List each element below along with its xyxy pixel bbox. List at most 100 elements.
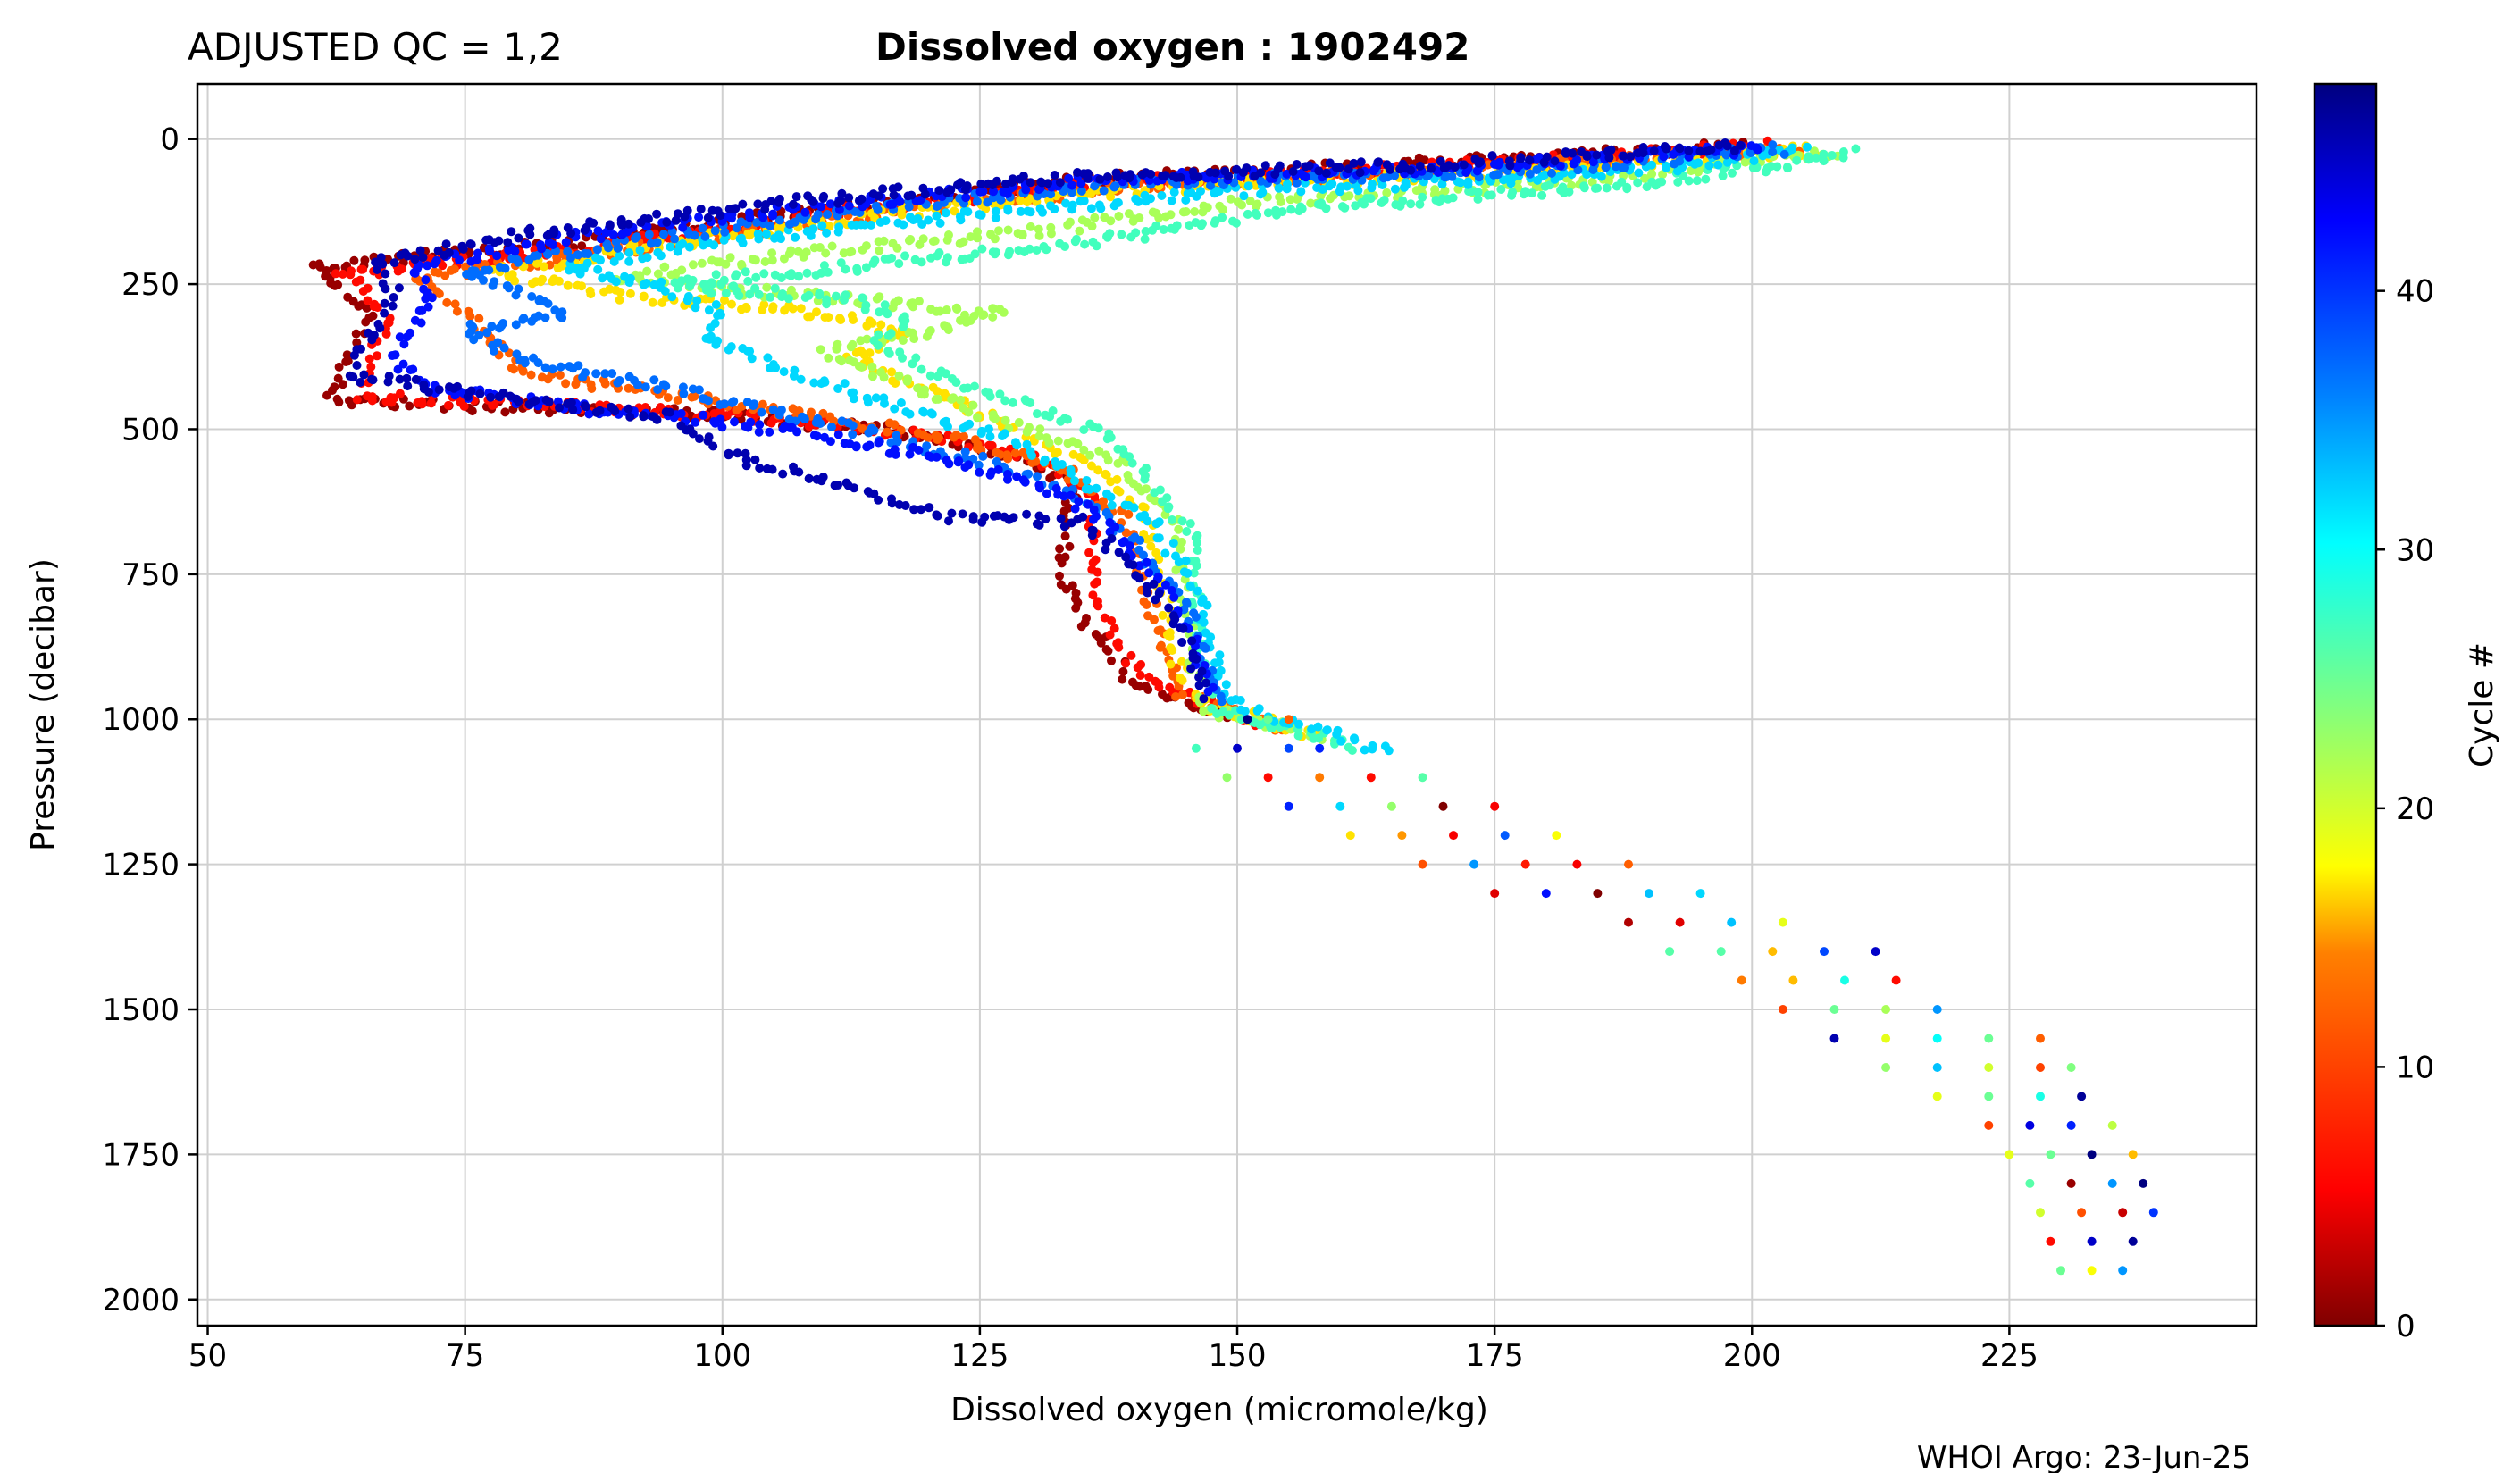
deep-data-point (1932, 1092, 1942, 1101)
data-point-cycle-46 (1131, 571, 1141, 581)
data-point-cycle-17 (553, 264, 563, 273)
data-point-cycle-46 (844, 193, 854, 203)
data-point-cycle-46 (356, 378, 365, 387)
data-point-cycle-22 (868, 372, 877, 381)
data-point-cycle-27 (1141, 227, 1151, 236)
data-point-cycle-42 (1084, 499, 1093, 509)
data-point-cycle-22 (1013, 229, 1023, 239)
data-point-cycle-27 (1431, 196, 1441, 205)
data-point-cycle-22 (1034, 431, 1044, 441)
deep-data-point (1788, 975, 1798, 985)
deep-data-point (1871, 947, 1880, 957)
data-point-cycle-22 (988, 312, 998, 322)
data-point-cycle-32 (893, 218, 903, 228)
data-point-cycle-32 (1239, 191, 1249, 201)
data-point-cycle-22 (922, 331, 932, 341)
data-point-cycle-46 (1187, 636, 1197, 646)
data-point-cycle-46 (918, 183, 928, 193)
colorbar-ticks: 0 10 20 30 40 (2376, 274, 2434, 1344)
data-point-cycle-46 (778, 469, 788, 479)
data-point-cycle-37 (543, 249, 553, 259)
data-point-cycle-1 (360, 255, 370, 265)
deep-data-point (1778, 1005, 1787, 1014)
data-point-cycle-42 (402, 332, 412, 341)
deep-data-point (2077, 1208, 2087, 1218)
data-point-cycle-46 (605, 221, 615, 230)
data-point-cycle-32 (706, 323, 716, 333)
data-point-cycle-42 (800, 207, 810, 217)
deep-data-point (2066, 1063, 2076, 1072)
data-point-cycle-6 (1084, 548, 1094, 557)
data-point-cycle-32 (1022, 439, 1032, 449)
data-point-cycle-27 (1537, 190, 1547, 200)
data-point-cycle-27 (1528, 188, 1536, 198)
data-point-cycle-37 (827, 423, 836, 431)
data-point-cycle-32 (1214, 657, 1224, 667)
data-point-cycle-46 (976, 179, 986, 188)
data-point-cycle-46 (1638, 143, 1648, 152)
data-point-cycle-46 (396, 250, 406, 260)
deep-data-point (1449, 831, 1458, 841)
data-point-cycle-22 (1114, 212, 1124, 221)
data-point-cycle-27 (852, 266, 862, 276)
data-point-cycle-42 (1064, 173, 1074, 183)
deep-data-point (2128, 1150, 2138, 1159)
data-point-cycle-27 (861, 263, 871, 272)
data-point-cycle-22 (908, 302, 918, 312)
data-point-cycle-42 (1142, 557, 1151, 567)
data-point-cycle-22 (1100, 213, 1109, 222)
data-point-cycle-27 (1263, 208, 1273, 218)
data-point-cycle-32 (1282, 184, 1292, 194)
colorbar-tick-label-2: 20 (2396, 791, 2434, 827)
data-point-cycle-37 (1618, 163, 1628, 172)
deep-data-point (2077, 1092, 2087, 1101)
data-point-cycle-17 (540, 262, 548, 272)
x-axis-ticks: 50 75 100 125 150 175 200 225 (188, 1326, 2039, 1374)
data-point-cycle-17 (536, 277, 546, 287)
data-point-cycle-22 (919, 389, 929, 399)
data-point-cycle-27 (1117, 230, 1126, 239)
data-point-cycle-46 (869, 489, 879, 498)
data-point-cycle-46 (1516, 154, 1526, 163)
data-point-cycle-37 (1383, 172, 1393, 182)
colorbar (2313, 82, 2378, 1327)
data-point-cycle-27 (1224, 710, 1234, 720)
data-point-cycle-32 (880, 398, 889, 408)
deep-data-point (1984, 1120, 1994, 1130)
data-point-cycle-37 (1201, 643, 1210, 653)
data-point-cycle-27 (841, 264, 850, 274)
data-point-cycle-46 (410, 255, 420, 264)
deep-data-point (1768, 947, 1778, 957)
data-point-cycle-42 (421, 294, 431, 304)
data-point-cycle-46 (514, 233, 523, 243)
data-point-cycle-1 (322, 390, 331, 400)
data-point-cycle-27 (1055, 239, 1065, 248)
data-point-cycle-22 (1034, 224, 1043, 234)
data-point-cycle-46 (968, 515, 978, 524)
data-point-cycle-22 (979, 310, 989, 320)
data-point-cycle-37 (768, 405, 778, 414)
data-point-cycle-42 (1669, 149, 1679, 159)
data-point-cycle-46 (868, 189, 878, 199)
data-point-cycle-27 (1192, 538, 1201, 548)
data-point-cycle-32 (763, 353, 773, 363)
data-point-cycle-27 (883, 331, 893, 340)
data-point-cycle-37 (659, 230, 668, 239)
data-point-cycle-12 (1178, 690, 1187, 699)
data-point-cycle-32 (1221, 680, 1231, 690)
data-point-cycle-22 (989, 410, 998, 420)
data-point-cycle-37 (774, 410, 784, 420)
data-point-cycle-22 (944, 230, 953, 239)
data-point-cycle-27 (840, 295, 849, 305)
data-point-cycle-46 (389, 258, 399, 268)
data-point-cycle-37 (978, 451, 988, 461)
data-point-cycle-42 (1588, 157, 1598, 167)
data-point-cycle-46 (512, 394, 522, 404)
data-point-cycle-46 (1137, 170, 1147, 180)
data-point-cycle-46 (1107, 534, 1117, 543)
data-point-cycle-32 (1000, 429, 1009, 439)
data-point-cycle-32 (1070, 476, 1079, 486)
data-point-cycle-27 (1080, 239, 1090, 249)
data-point-cycle-46 (541, 395, 551, 405)
data-point-cycle-46 (1158, 171, 1168, 180)
